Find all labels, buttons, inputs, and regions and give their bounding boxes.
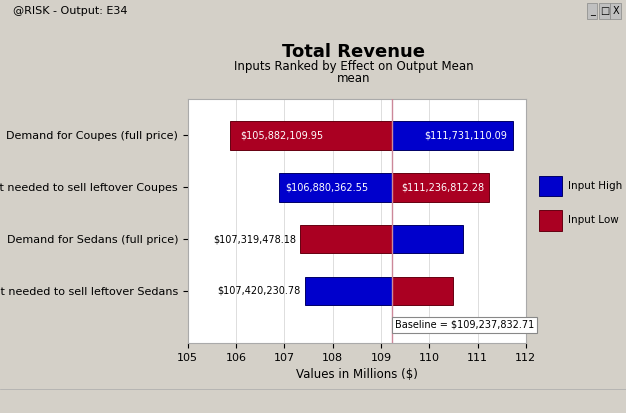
Bar bbox=[300, 225, 393, 253]
Text: Baseline = $109,237,832.71: Baseline = $109,237,832.71 bbox=[395, 320, 534, 330]
Text: Inputs Ranked by Effect on Output Mean: Inputs Ranked by Effect on Output Mean bbox=[234, 60, 473, 73]
Bar bbox=[610, 3, 621, 19]
Text: $105,882,109.95: $105,882,109.95 bbox=[240, 131, 323, 140]
Text: mean: mean bbox=[337, 72, 371, 85]
Bar bbox=[599, 3, 610, 19]
Bar bbox=[393, 277, 453, 305]
Bar bbox=[587, 3, 597, 19]
Text: _: _ bbox=[590, 6, 595, 17]
Text: $107,420,230.78: $107,420,230.78 bbox=[218, 286, 301, 296]
X-axis label: Values in Millions ($): Values in Millions ($) bbox=[296, 368, 418, 381]
Bar bbox=[539, 176, 562, 197]
Bar bbox=[539, 210, 562, 230]
Text: X: X bbox=[613, 6, 619, 17]
Bar bbox=[393, 173, 489, 202]
Text: $111,731,110.09: $111,731,110.09 bbox=[424, 131, 507, 140]
Text: Total Revenue: Total Revenue bbox=[282, 43, 425, 62]
Text: Input High: Input High bbox=[568, 181, 622, 191]
Text: $111,236,812.28: $111,236,812.28 bbox=[401, 182, 484, 192]
Text: $107,319,478.18: $107,319,478.18 bbox=[213, 234, 296, 244]
Bar bbox=[393, 225, 463, 253]
Text: □: □ bbox=[600, 6, 609, 17]
Bar bbox=[305, 277, 393, 305]
Text: Input Low: Input Low bbox=[568, 215, 618, 225]
Text: $106,880,362.55: $106,880,362.55 bbox=[285, 182, 369, 192]
Bar bbox=[393, 121, 513, 150]
Bar bbox=[279, 173, 393, 202]
Bar bbox=[230, 121, 393, 150]
Text: @RISK - Output: E34: @RISK - Output: E34 bbox=[13, 6, 127, 17]
